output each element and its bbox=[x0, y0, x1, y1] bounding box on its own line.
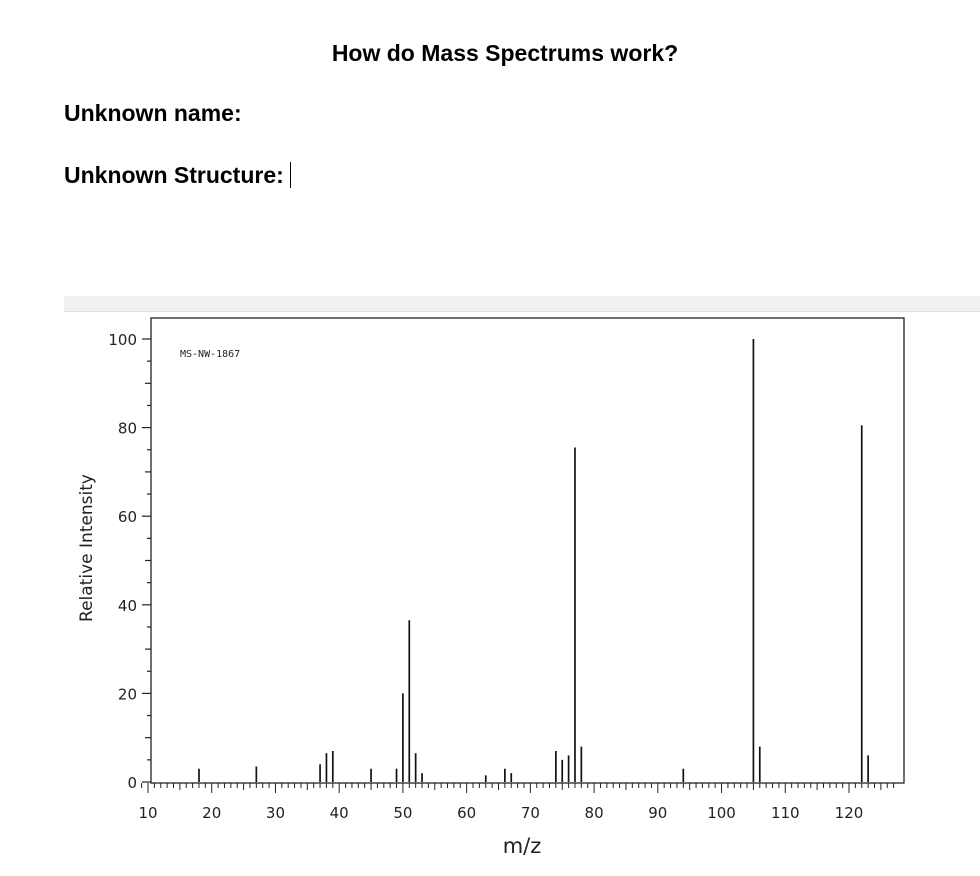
unknown-structure-field[interactable]: Unknown Structure: bbox=[64, 162, 292, 189]
spectrum-peaks bbox=[198, 339, 869, 782]
y-axis-label: Relative Intensity bbox=[77, 474, 97, 622]
x-tick-label: 20 bbox=[202, 804, 221, 822]
unknown-name-label: Unknown name: bbox=[64, 100, 242, 126]
y-tick-label: 20 bbox=[118, 685, 137, 703]
document-title: How do Mass Spectrums work? bbox=[331, 40, 679, 66]
x-tick-label: 110 bbox=[771, 804, 800, 822]
x-tick-label: 40 bbox=[330, 804, 349, 822]
x-tick-label: 50 bbox=[393, 804, 412, 822]
unknown-structure-label: Unknown Structure: bbox=[64, 162, 284, 188]
x-axis-label: m/z bbox=[503, 834, 542, 858]
chart-annotation: MS-NW-1867 bbox=[180, 349, 240, 360]
x-axis-ticks: 10 20 30 40 50 60 70 80 90 100 110 120 bbox=[138, 783, 895, 822]
y-tick-label: 80 bbox=[118, 420, 137, 438]
y-tick-label: 0 bbox=[127, 774, 137, 792]
x-tick-label: 100 bbox=[707, 804, 736, 822]
x-tick-label: 10 bbox=[138, 804, 157, 822]
mass-spectrum-chart: MS-NW-1867 Relative Intensity m/z 0 20 40 6… bbox=[77, 317, 905, 858]
text-cursor bbox=[289, 162, 292, 188]
image-frame-top bbox=[64, 296, 980, 312]
y-axis-ticks: 0 20 40 60 80 100 bbox=[108, 331, 151, 792]
x-tick-label: 60 bbox=[457, 804, 476, 822]
y-tick-label: 40 bbox=[118, 597, 137, 615]
x-tick-label: 80 bbox=[585, 804, 604, 822]
x-tick-label: 90 bbox=[648, 804, 667, 822]
x-tick-label: 70 bbox=[521, 804, 540, 822]
y-tick-label: 100 bbox=[108, 331, 137, 349]
y-tick-label: 60 bbox=[118, 508, 137, 526]
x-tick-label: 120 bbox=[835, 804, 864, 822]
plot-frame bbox=[150, 317, 905, 784]
x-tick-label: 30 bbox=[266, 804, 285, 822]
